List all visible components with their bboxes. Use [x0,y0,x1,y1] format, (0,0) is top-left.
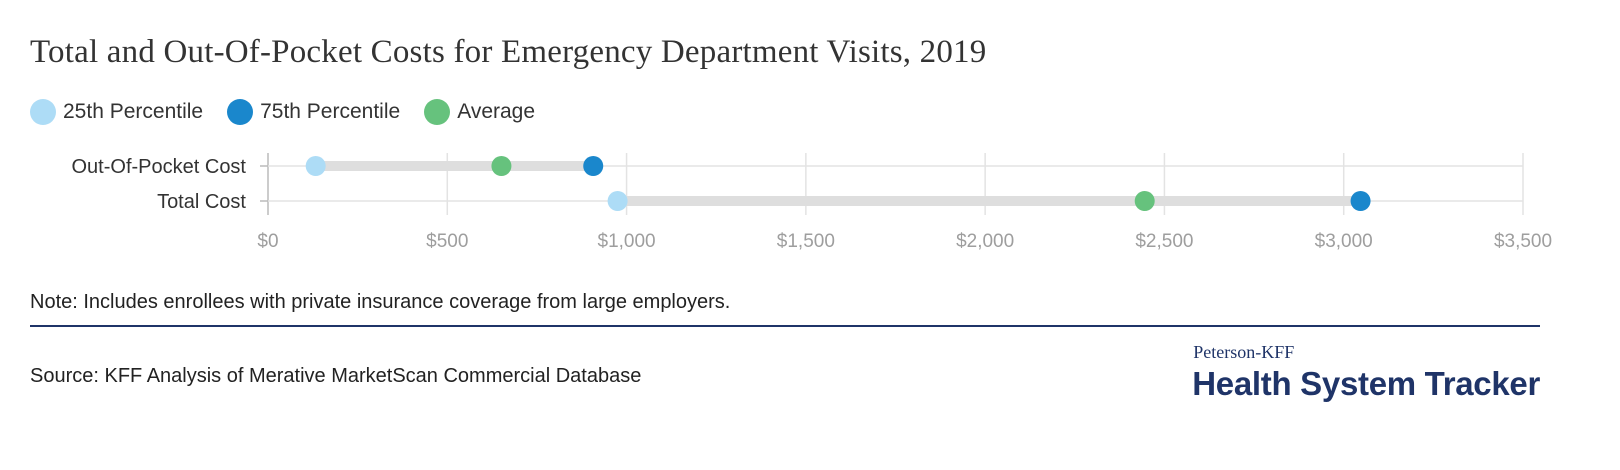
dot-average [491,156,512,176]
x-tick-label: $3,000 [1315,231,1373,252]
dot-25th-percentile [607,191,628,211]
x-tick-label: $3,500 [1494,231,1552,252]
range-bar [315,161,594,171]
brand-logo: Peterson-KFF Health System Tracker [1192,342,1540,403]
x-tick-label: $2,000 [956,231,1014,252]
legend-item-75th: 75th Percentile [227,99,400,125]
chart-source: Source: KFF Analysis of Merative MarketS… [30,365,642,387]
legend-swatch-25th [30,99,56,125]
legend-label-average: Average [457,100,536,123]
logo-line-1: Peterson-KFF [1193,342,1295,362]
chart-legend: 25th Percentile 75th Percentile Average [30,98,559,126]
legend-label-25th: 25th Percentile [63,100,204,123]
range-bar [617,196,1361,206]
x-tick-label: $0 [257,231,278,252]
dot-plot: $0 $500 $1,000 $1,500 $2,000 $2,500 $3,000 $3,5… [72,153,1552,252]
dot-average [1134,191,1155,211]
legend-label-75th: 75th Percentile [260,100,401,123]
x-tick-label: $1,000 [598,231,656,252]
dot-75th-percentile [583,156,604,176]
chart-title: Total and Out-Of-Pocket Costs for Emerge… [30,34,987,70]
legend-item-25th: 25th Percentile [30,99,203,125]
logo-line-2: Health System Tracker [1192,365,1540,402]
x-tick-label: $500 [426,231,468,252]
x-tick-label: $1,500 [777,231,835,252]
footer-divider [30,325,1540,327]
y-category-label: Out-Of-Pocket Cost [72,156,247,178]
x-tick-label: $2,500 [1135,231,1193,252]
y-category-label: Total Cost [157,191,246,213]
legend-swatch-average [424,99,451,125]
dot-25th-percentile [305,156,326,176]
legend-item-average: Average [424,99,535,125]
chart-note: Note: Includes enrollees with private in… [30,291,731,313]
dot-75th-percentile [1350,191,1371,211]
legend-swatch-75th [227,99,254,125]
